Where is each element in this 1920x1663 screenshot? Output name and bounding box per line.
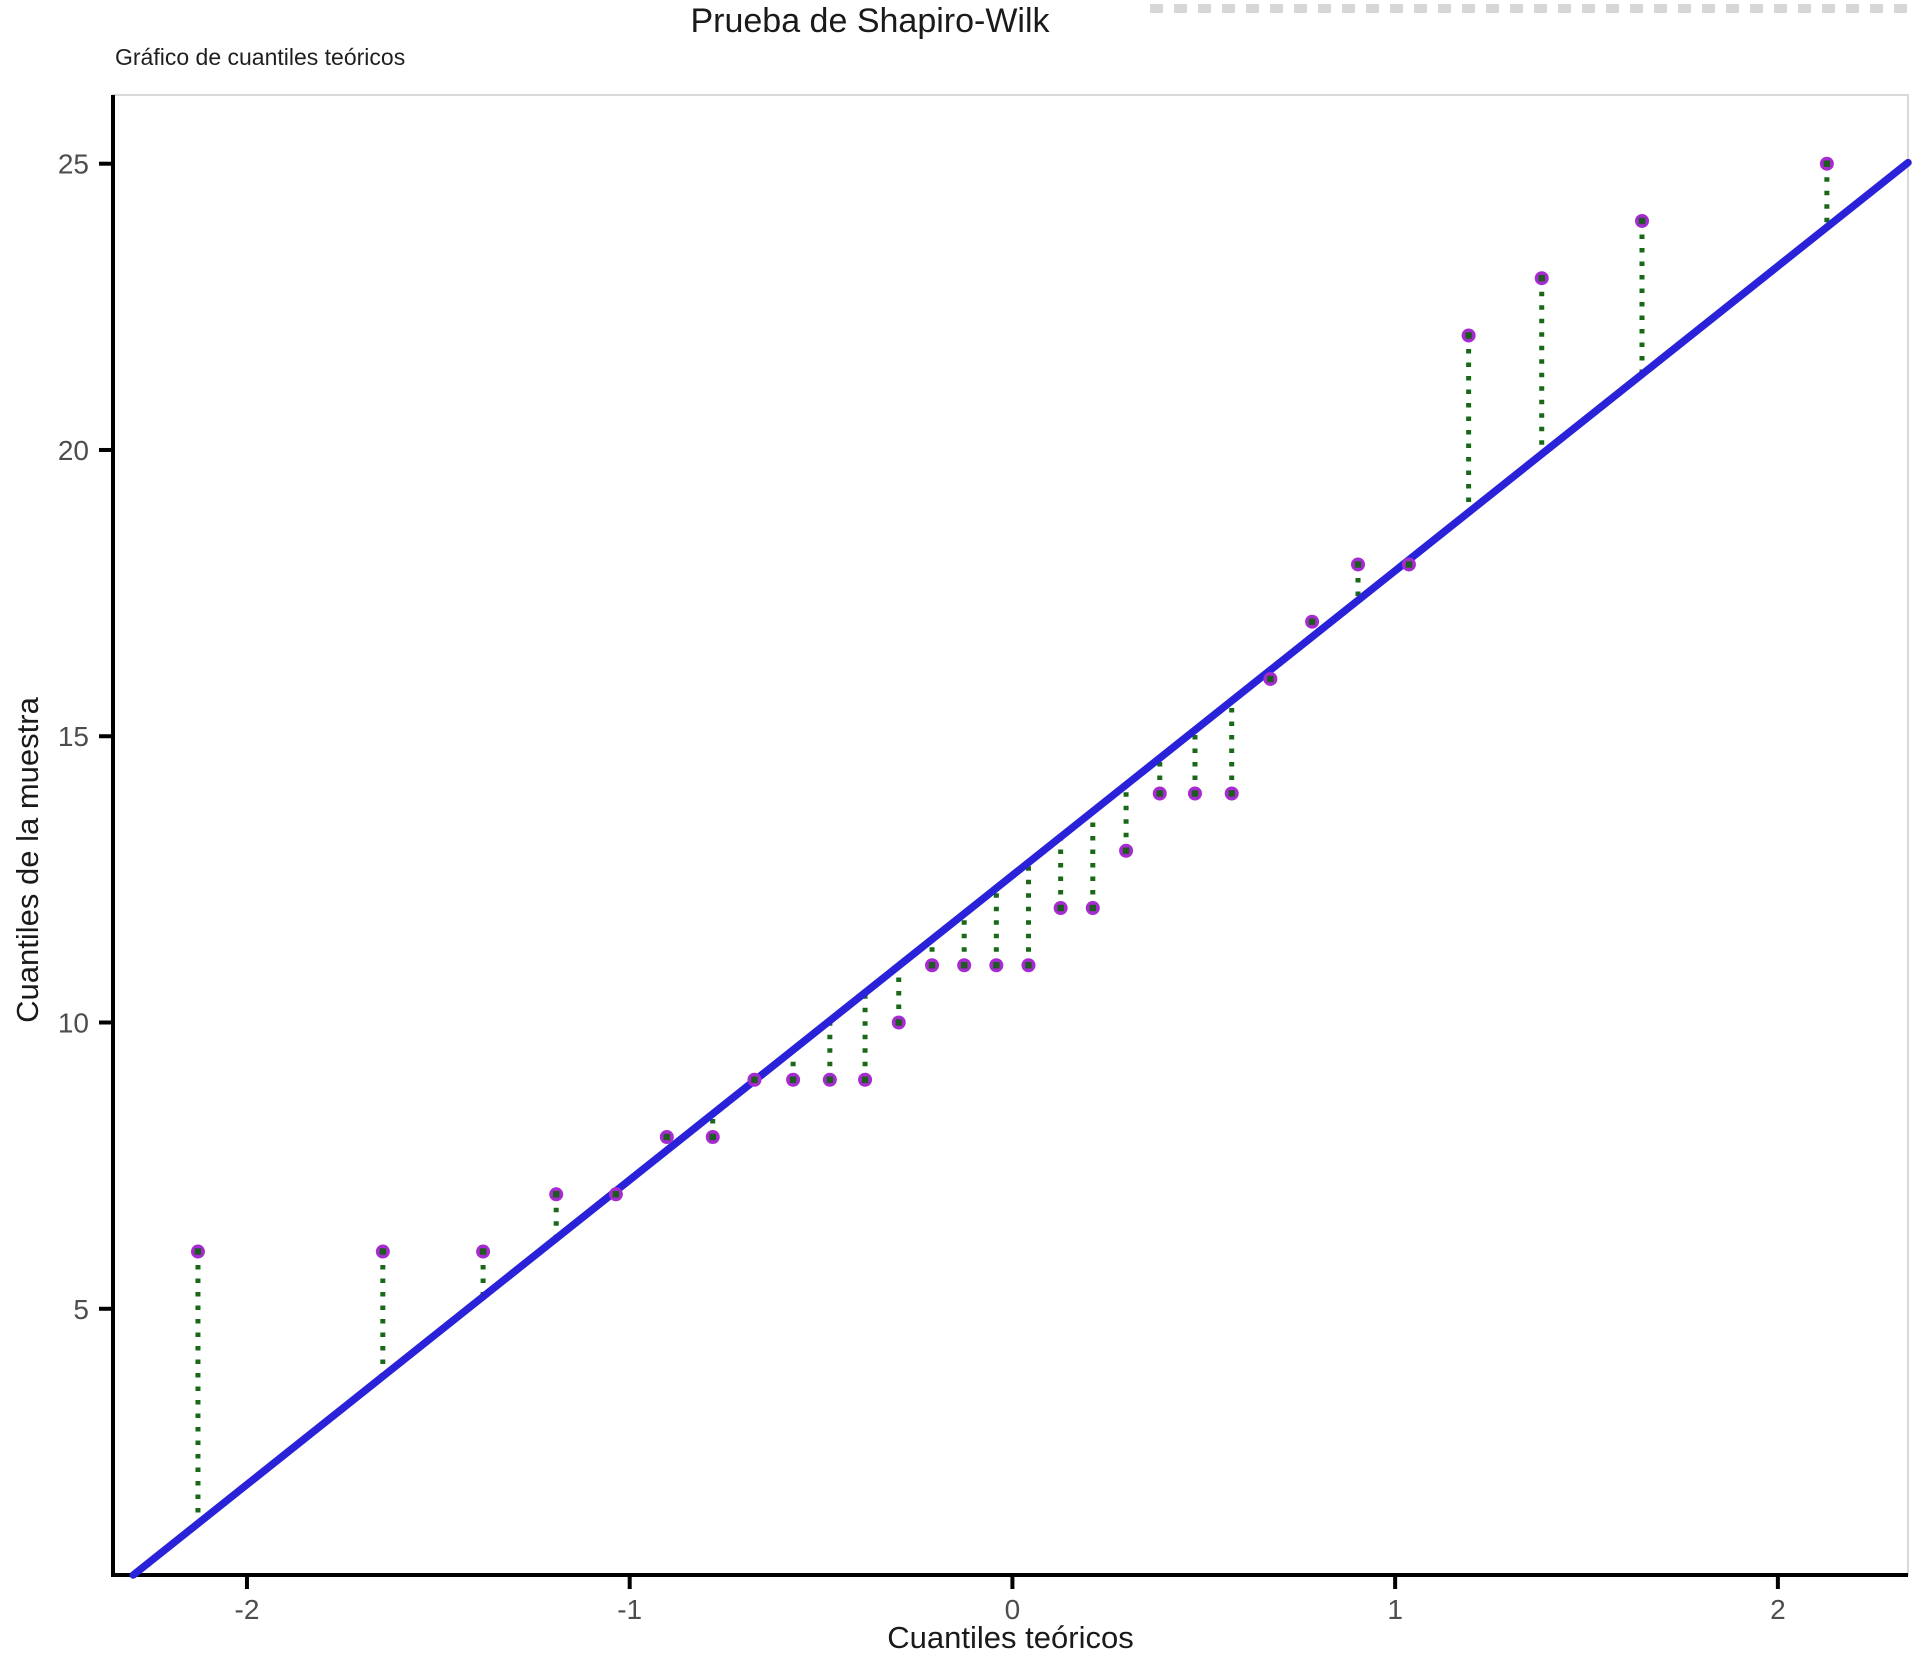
data-point-center-dot [1122,847,1130,854]
y-axis-tick-label: 15 [58,721,89,752]
data-point-center-dot [1228,790,1235,797]
data-point-center-dot [993,962,1000,969]
x-axis-tick-label: -1 [617,1594,642,1625]
data-point-center-dot [789,1076,797,1083]
y-axis-tick-label: 25 [58,149,89,180]
data-point-center-dot [1823,160,1831,167]
data-point-center-dot [861,1076,869,1083]
data-point-center-dot [612,1191,620,1198]
data-point-center-dot [194,1248,202,1255]
data-point-center-dot [1267,675,1274,683]
chart-title: Prueba de Shapiro-Wilk [690,2,1050,40]
artifact-noise-strip [1150,4,1912,13]
data-point-center-dot [379,1248,387,1255]
data-point-center-dot [553,1191,560,1198]
data-point-center-dot [1057,904,1064,912]
data-point-center-dot [1465,332,1472,339]
data-point-center-dot [709,1133,716,1141]
data-point-center-dot [1538,275,1545,282]
x-axis-title: Cuantiles teóricos [887,1620,1134,1655]
x-axis-tick-label: 1 [1387,1594,1403,1625]
reference-line [129,158,1912,1579]
x-axis-tick-label: 2 [1770,1594,1786,1625]
data-point-center-dot [1308,618,1316,625]
panel-border [112,94,1909,1576]
data-point-center-dot [751,1076,758,1083]
data-point-center-dot [1638,217,1646,225]
data-point-center-dot [479,1248,487,1255]
data-point-center-dot [826,1076,834,1083]
data-point-center-dot [960,962,968,969]
data-point-center-dot [1191,790,1199,797]
y-axis-tick-label: 20 [58,435,89,466]
data-point-center-dot [1354,561,1362,568]
data-point-center-dot [928,962,936,969]
y-axis-title: Cuantiles de la muestra [10,697,45,1023]
x-axis-tick-label: 0 [1005,1594,1021,1625]
x-axis-tick-label: -2 [235,1594,260,1625]
chart-subtitle: Gráfico de cuantiles teóricos [115,44,406,70]
y-axis-tick-label: 10 [58,1008,89,1039]
data-point-center-dot [1025,962,1032,969]
data-point-center-dot [1089,904,1096,912]
data-point-center-dot [1405,561,1413,568]
data-point-center-dot [663,1133,671,1141]
data-point-center-dot [895,1019,902,1026]
y-axis-tick-label: 5 [73,1294,89,1325]
data-point-center-dot [1156,790,1163,797]
